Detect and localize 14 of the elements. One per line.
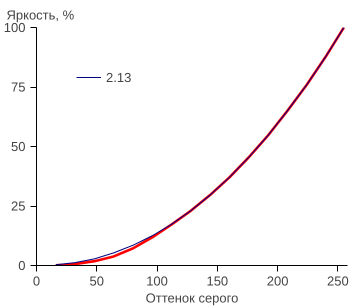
x-tick-label: 100 bbox=[146, 274, 168, 288]
y-tick-label: 100 bbox=[4, 20, 26, 35]
y-tick-label: 25 bbox=[11, 198, 26, 214]
legend-label: 2.13 bbox=[106, 70, 132, 84]
x-tick-label: 250 bbox=[327, 274, 349, 288]
y-tick-label: 50 bbox=[11, 139, 26, 154]
x-tick-label: 150 bbox=[206, 274, 228, 288]
x-tick-label: 50 bbox=[90, 274, 104, 288]
x-tick-label: 0 bbox=[32, 274, 40, 288]
x-axis-title: Оттенок серого bbox=[146, 290, 238, 306]
x-tick-label: 200 bbox=[266, 274, 288, 288]
y-axis-title: Яркость, % bbox=[6, 8, 75, 22]
y-tick-label: 75 bbox=[11, 80, 26, 94]
y-tick-label: 0 bbox=[18, 258, 26, 273]
